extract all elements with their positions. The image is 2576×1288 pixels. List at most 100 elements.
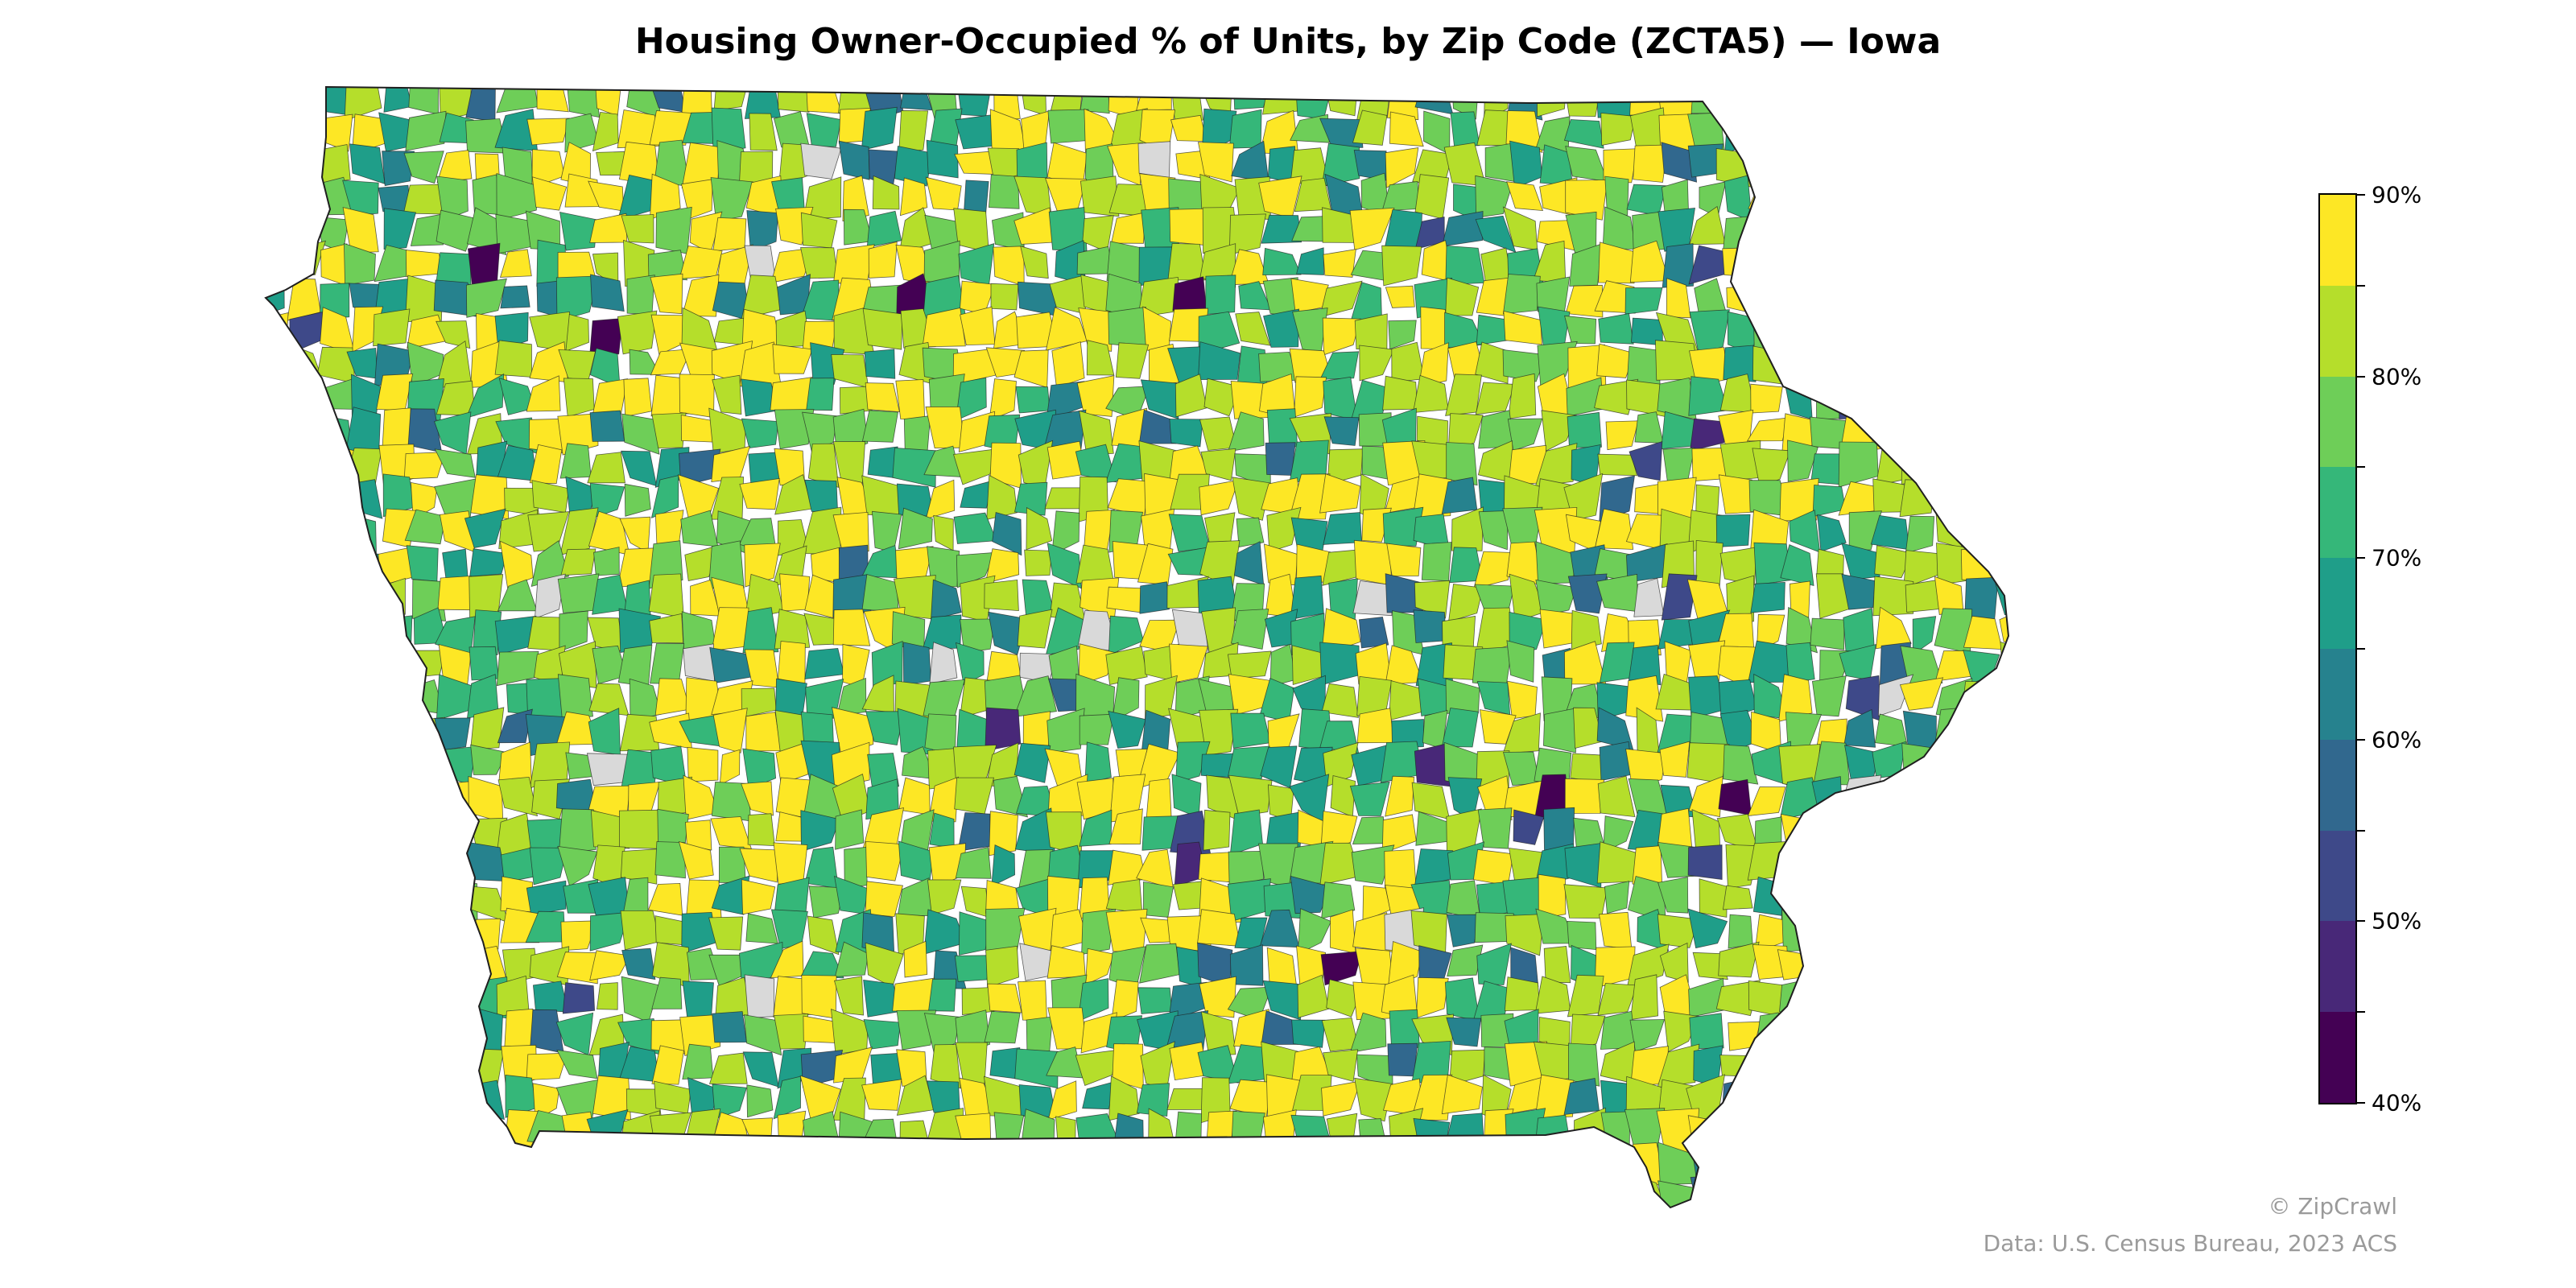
zcta-region xyxy=(1200,448,1236,481)
zcta-region xyxy=(1480,247,1513,283)
zcta-region xyxy=(1382,506,1424,547)
zcta-region xyxy=(465,87,496,122)
zcta-region xyxy=(1809,912,1846,953)
zcta-region xyxy=(1136,87,1172,111)
zcta-region xyxy=(1938,985,1969,1022)
zcta-region xyxy=(1355,947,1394,985)
zcta-region xyxy=(465,278,507,318)
zcta-region xyxy=(1197,909,1241,947)
zcta-region xyxy=(1391,341,1425,383)
zcta-region xyxy=(1570,1184,1606,1208)
zcta-region xyxy=(1534,443,1578,487)
zcta-region xyxy=(591,1149,630,1179)
zcta-region xyxy=(892,447,937,488)
zcta-region xyxy=(317,1017,353,1049)
zcta-region xyxy=(1385,775,1415,817)
zcta-region xyxy=(470,744,508,775)
zcta-region xyxy=(865,881,904,918)
zcta-region xyxy=(1934,1085,1968,1118)
zcta-region xyxy=(807,915,840,956)
zcta-region xyxy=(617,310,658,355)
zcta-region xyxy=(317,615,347,654)
zcta-region xyxy=(1995,1177,2008,1208)
zcta-region xyxy=(925,479,956,520)
zcta-region xyxy=(1633,577,1665,617)
zcta-region xyxy=(266,442,293,483)
zcta-region xyxy=(1666,278,1691,319)
zcta-region xyxy=(1692,1145,1731,1183)
colorbar-tick xyxy=(2357,557,2365,559)
zcta-region xyxy=(1537,87,1568,118)
zcta-region xyxy=(1108,808,1143,845)
zcta-region xyxy=(929,812,955,849)
zcta-region xyxy=(1319,280,1363,318)
zcta-region xyxy=(1263,308,1300,348)
zcta-region xyxy=(960,618,996,654)
zcta-region xyxy=(1599,911,1633,950)
zcta-region xyxy=(708,1052,748,1084)
zcta-region xyxy=(499,540,534,588)
zcta-region xyxy=(898,109,929,154)
zcta-region xyxy=(1598,313,1634,345)
zcta-region xyxy=(1571,609,1602,652)
zcta-region xyxy=(318,710,357,756)
zcta-region xyxy=(1965,343,2000,382)
zcta-region xyxy=(346,776,384,821)
zcta-region xyxy=(266,479,288,522)
zcta-region xyxy=(712,217,747,252)
zcta-region xyxy=(407,1013,448,1051)
zcta-region xyxy=(1840,1075,1884,1116)
zcta-region xyxy=(349,980,376,1022)
zcta-region xyxy=(315,816,356,856)
zcta-region xyxy=(1170,87,1204,122)
zcta-region xyxy=(1629,440,1663,481)
zcta-region xyxy=(469,548,508,577)
colorbar xyxy=(2318,193,2357,1104)
zcta-region xyxy=(316,680,354,716)
zcta-region xyxy=(1444,1150,1486,1187)
zcta-region xyxy=(955,1113,992,1153)
zcta-region xyxy=(291,548,315,576)
zcta-region xyxy=(1938,1150,1967,1186)
zcta-region xyxy=(1446,442,1478,486)
zcta-region xyxy=(1747,786,1786,816)
zcta-region xyxy=(1780,275,1818,315)
zcta-region xyxy=(1809,1179,1852,1208)
zcta-region xyxy=(775,742,809,785)
zcta-region xyxy=(1842,1041,1884,1083)
zcta-region xyxy=(1169,1143,1204,1191)
zcta-region xyxy=(500,285,530,309)
zcta-region xyxy=(1170,114,1208,142)
zcta-region xyxy=(496,172,539,221)
zcta-region xyxy=(1719,1055,1760,1077)
zcta-region xyxy=(1321,1141,1363,1189)
zcta-region xyxy=(266,407,290,452)
zcta-region xyxy=(1810,976,1851,1018)
zcta-region xyxy=(1352,580,1393,617)
zcta-region xyxy=(317,473,350,518)
zcta-region xyxy=(1905,980,1935,1021)
zcta-region xyxy=(831,1009,869,1055)
zcta-region xyxy=(266,106,291,151)
zcta-region xyxy=(1991,209,2008,254)
zcta-region xyxy=(403,151,444,184)
zcta-region xyxy=(1930,853,1969,886)
zcta-region xyxy=(286,1016,320,1056)
zcta-region xyxy=(991,844,1016,887)
zcta-region xyxy=(372,753,415,782)
zcta-region xyxy=(1385,1144,1421,1187)
zcta-region xyxy=(1015,1175,1059,1208)
zcta-region xyxy=(529,847,568,886)
zcta-region xyxy=(1662,243,1694,288)
zcta-region xyxy=(903,415,931,452)
zcta-region xyxy=(1105,646,1148,685)
zcta-region xyxy=(1137,141,1171,179)
zcta-region xyxy=(284,147,323,182)
zcta-region xyxy=(436,209,478,252)
zcta-region xyxy=(1080,87,1110,114)
zcta-region xyxy=(314,1077,354,1118)
zcta-region xyxy=(1752,876,1792,917)
zcta-region xyxy=(682,980,714,1022)
zcta-region xyxy=(923,1108,964,1156)
zcta-region xyxy=(1294,376,1327,418)
